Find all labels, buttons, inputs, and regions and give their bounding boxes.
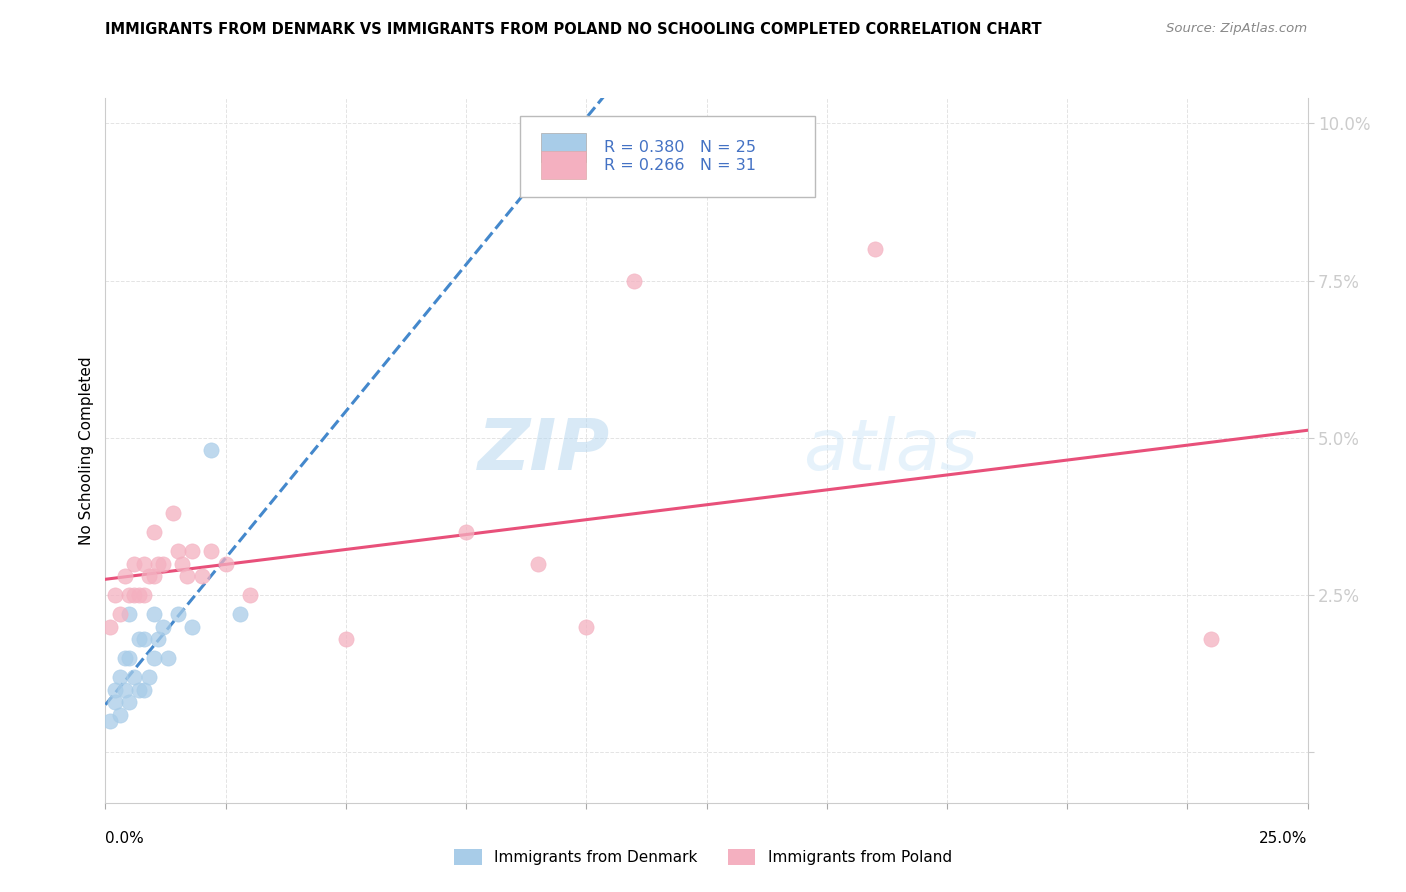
Point: [98, 714, 121, 728]
Point: [138, 569, 160, 583]
Point: [142, 607, 165, 621]
Point: [142, 569, 165, 583]
Point: [108, 670, 131, 684]
Point: [172, 557, 194, 571]
Point: [142, 525, 165, 540]
Point: [108, 607, 131, 621]
FancyBboxPatch shape: [520, 116, 814, 197]
Point: [132, 588, 155, 602]
Text: ZIP: ZIP: [478, 416, 610, 485]
Point: [229, 607, 252, 621]
Text: 25.0%: 25.0%: [1260, 831, 1308, 846]
Point: [98, 619, 121, 633]
Point: [114, 651, 136, 665]
Text: Source: ZipAtlas.com: Source: ZipAtlas.com: [1167, 22, 1308, 36]
Point: [152, 619, 174, 633]
Point: [104, 695, 127, 709]
Text: R = 0.380   N = 25: R = 0.380 N = 25: [605, 140, 756, 155]
Point: [863, 242, 886, 256]
Point: [132, 632, 155, 647]
Point: [156, 651, 179, 665]
Legend: Immigrants from Denmark, Immigrants from Poland: Immigrants from Denmark, Immigrants from…: [449, 843, 957, 871]
Point: [1201, 632, 1223, 647]
Point: [200, 443, 222, 458]
Text: IMMIGRANTS FROM DENMARK VS IMMIGRANTS FROM POLAND NO SCHOOLING COMPLETED CORRELA: IMMIGRANTS FROM DENMARK VS IMMIGRANTS FR…: [105, 22, 1042, 37]
Point: [181, 619, 204, 633]
Point: [148, 557, 170, 571]
Point: [148, 632, 170, 647]
Point: [166, 544, 188, 558]
Point: [118, 588, 141, 602]
Point: [176, 569, 198, 583]
Point: [575, 619, 598, 633]
Point: [132, 557, 155, 571]
Point: [162, 507, 184, 521]
Point: [142, 651, 165, 665]
Point: [181, 544, 204, 558]
Text: R = 0.266   N = 31: R = 0.266 N = 31: [605, 158, 756, 172]
Point: [132, 682, 155, 697]
Point: [118, 651, 141, 665]
Text: 0.0%: 0.0%: [105, 831, 145, 846]
Point: [124, 557, 146, 571]
FancyBboxPatch shape: [541, 134, 586, 161]
Point: [138, 670, 160, 684]
Point: [128, 632, 150, 647]
Point: [527, 557, 550, 571]
Point: [108, 707, 131, 722]
Point: [152, 557, 174, 571]
Point: [200, 544, 222, 558]
Point: [454, 525, 477, 540]
Point: [623, 274, 645, 288]
Point: [128, 588, 150, 602]
Point: [114, 569, 136, 583]
Point: [239, 588, 262, 602]
Point: [190, 569, 212, 583]
Point: [166, 607, 188, 621]
Point: [104, 588, 127, 602]
Point: [335, 632, 357, 647]
Point: [118, 607, 141, 621]
Point: [124, 670, 146, 684]
Point: [104, 682, 127, 697]
Point: [114, 682, 136, 697]
Point: [214, 557, 236, 571]
Point: [124, 588, 146, 602]
Y-axis label: No Schooling Completed: No Schooling Completed: [79, 356, 94, 545]
FancyBboxPatch shape: [541, 151, 586, 179]
Point: [128, 682, 150, 697]
Text: atlas: atlas: [803, 416, 977, 485]
Point: [118, 695, 141, 709]
